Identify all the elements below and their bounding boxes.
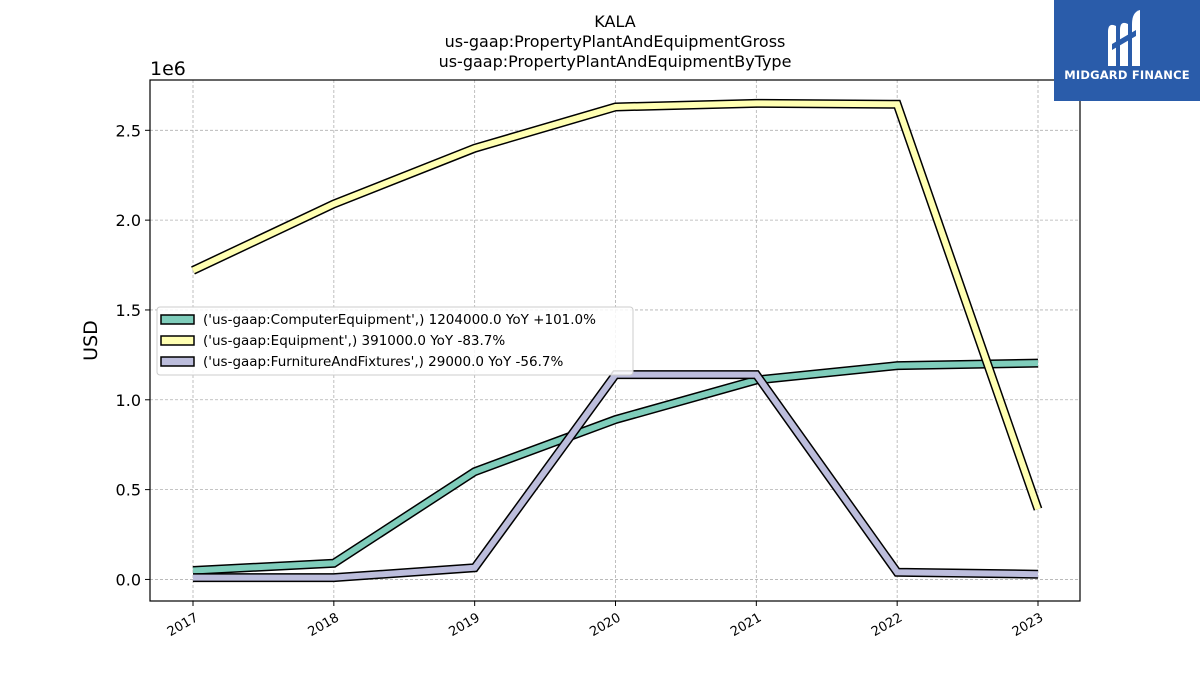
legend-label-3: ('us-gaap:FurnitureAndFixtures',) 29000.… <box>203 354 563 370</box>
series-lines <box>191 98 1043 583</box>
midgard-finance-logo: MIDGARD FINANCE <box>1054 0 1200 101</box>
legend-swatch-3 <box>160 356 195 367</box>
series-2-line <box>191 100 1041 511</box>
chart-title-line-2: us-gaap:PropertyPlantAndEquipmentGross <box>445 32 786 51</box>
y-tick-label-2: 1.0 <box>116 391 141 410</box>
x-axis-ticks: 2017 2018 2019 2020 2021 2022 2023 <box>165 601 1046 640</box>
midgard-logo-icon <box>1108 10 1140 66</box>
y-tick-label-3: 1.5 <box>116 301 141 320</box>
logo-text: MIDGARD FINANCE <box>1064 68 1190 82</box>
chart-title-line-3: us-gaap:PropertyPlantAndEquipmentByType <box>439 52 792 71</box>
x-tick-label-2023: 2023 <box>1010 610 1046 640</box>
x-tick-label-2021: 2021 <box>728 610 764 640</box>
x-tick-label-2017: 2017 <box>165 610 201 640</box>
y-axis-offset-label: 1e6 <box>150 58 186 80</box>
series-2 <box>191 98 1043 511</box>
legend-label-1: ('us-gaap:ComputerEquipment',) 1204000.0… <box>203 312 596 328</box>
y-tick-label-1: 0.5 <box>116 481 141 500</box>
y-axis-ticks: 0.0 0.5 1.0 1.5 2.0 2.5 <box>116 121 150 589</box>
y-tick-label-4: 2.0 <box>116 211 141 230</box>
legend-box <box>156 306 634 376</box>
x-tick-label-2020: 2020 <box>587 610 623 640</box>
y-tick-label-5: 2.5 <box>116 121 141 140</box>
series-1 <box>192 358 1039 575</box>
x-tick-label-2018: 2018 <box>306 610 342 640</box>
chart-title: KALAus-gaap:PropertyPlantAndEquipmentGro… <box>439 12 792 71</box>
chart-title-line-1: KALA <box>594 12 635 31</box>
series-1-line <box>192 360 1039 574</box>
legend: ('us-gaap:ComputerEquipment',) 1204000.0… <box>156 306 634 376</box>
legend-swatch-2 <box>160 335 195 346</box>
y-tick-label-0: 0.0 <box>116 570 141 589</box>
x-tick-label-2022: 2022 <box>869 610 905 640</box>
y-axis-label: USD <box>80 320 102 361</box>
legend-swatch-1 <box>160 314 195 325</box>
legend-label-2: ('us-gaap:Equipment',) 391000.0 YoY -83.… <box>203 333 505 349</box>
x-tick-label-2019: 2019 <box>447 610 483 640</box>
